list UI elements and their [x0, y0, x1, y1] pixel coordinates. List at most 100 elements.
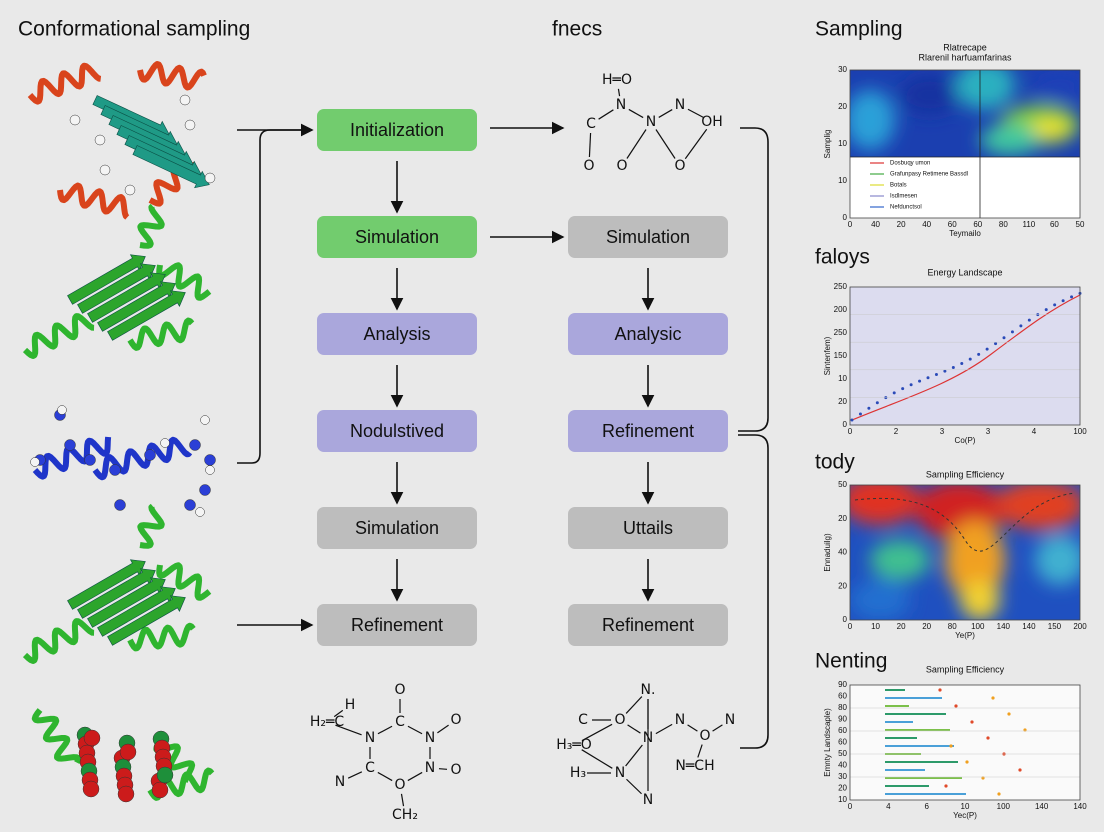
bond: [684, 128, 708, 160]
panel-heading: Nenting: [815, 650, 887, 673]
x-tick-label: 3: [986, 427, 991, 436]
middle-title: fnecs: [552, 18, 602, 41]
bond: [407, 725, 423, 735]
x-tick-label: 3: [940, 427, 945, 436]
atom-label: OH: [701, 114, 723, 130]
atom-ball: [124, 184, 136, 196]
atom-ball: [94, 134, 106, 146]
atom-label: C: [395, 714, 405, 730]
atom-label: N: [643, 792, 653, 808]
x-tick-label: 100: [971, 622, 985, 631]
bond: [655, 129, 676, 159]
sheet: [87, 272, 166, 323]
trend-dot: [892, 391, 896, 395]
atom-label: N: [425, 730, 435, 746]
dot: [997, 792, 1001, 796]
flow-label: Simulation: [355, 227, 439, 247]
heatmap: [850, 485, 1080, 620]
heat-blob: [955, 70, 1015, 110]
x-tick-label: 40: [922, 220, 931, 229]
y-tick-label: 20: [838, 102, 847, 111]
x-tick-label: 80: [999, 220, 1008, 229]
trend-dot: [1002, 336, 1006, 340]
y-tick-label: 250: [834, 282, 848, 291]
flow-box: [568, 604, 728, 646]
atom-label: CH₂: [392, 807, 418, 823]
heat-blob: [960, 580, 1000, 620]
dot: [965, 760, 969, 764]
panel-heading: tody: [815, 451, 855, 474]
trend-dot: [926, 376, 930, 380]
trend-dot: [1070, 295, 1074, 299]
bond: [655, 723, 673, 735]
atom-ball: [160, 438, 170, 448]
y-tick-label: 0: [843, 615, 848, 624]
atom-ball: [204, 454, 216, 466]
atom-label: N.: [641, 682, 656, 698]
atom-label: O: [699, 728, 710, 744]
bond: [335, 724, 362, 736]
sheet: [97, 586, 176, 637]
atom-label: N: [335, 774, 345, 790]
atom-ball: [189, 439, 201, 451]
trend-dot: [867, 406, 871, 410]
atom-label: N═CH: [675, 758, 714, 774]
bond: [400, 793, 405, 807]
y-tick-label: 10: [838, 374, 847, 383]
sheet: [107, 290, 186, 341]
x-tick-label: 140: [1035, 802, 1049, 811]
atom-ball: [114, 499, 126, 511]
x-tick-label: 10: [961, 802, 970, 811]
heat-blob: [900, 75, 960, 115]
flow-box: [568, 410, 728, 452]
atom-label: H₃: [570, 765, 586, 781]
atom-ball: [99, 164, 111, 176]
x-tick-label: 200: [1073, 622, 1087, 631]
flow-label: Refinement: [602, 615, 694, 635]
x-tick-label: 0: [848, 220, 853, 229]
legend-label: Grafunpasy Retimene Bassdl: [890, 172, 968, 178]
heat-blob: [1030, 118, 1070, 138]
y-tick-label: 80: [838, 703, 847, 712]
left-title: Conformational sampling: [18, 18, 250, 41]
bond: [625, 744, 643, 767]
atom-label: H₂═C: [310, 714, 345, 730]
atom-label: N: [643, 730, 653, 746]
x-tick-label: 100: [997, 802, 1011, 811]
y-tick-label: 150: [834, 351, 848, 360]
atom-label: C: [586, 116, 596, 132]
flow-label: Simulation: [606, 227, 690, 247]
atom-label: O: [614, 712, 625, 728]
trend-dot: [977, 352, 981, 356]
atom-label: O: [450, 762, 461, 778]
trend-dot: [850, 418, 854, 422]
bracket: [738, 434, 769, 749]
atom-label: C: [365, 760, 375, 776]
atom-ball: [109, 464, 121, 476]
atom-ball: [57, 405, 67, 415]
atom-ball: [30, 457, 40, 467]
x-tick-label: 60: [973, 220, 982, 229]
trend-dot: [968, 357, 972, 361]
trend-dot: [1053, 303, 1057, 307]
sheet: [67, 254, 146, 305]
heat-blob: [1030, 70, 1080, 100]
x-tick-label: 150: [1048, 622, 1062, 631]
atom-ball: [117, 785, 135, 803]
heat-blob: [1035, 535, 1080, 585]
plot-frame: [849, 69, 1081, 219]
atom-ball: [69, 114, 81, 126]
flow-box: [317, 507, 477, 549]
x-tick-label: 110: [1023, 220, 1036, 229]
x-tick-label: 6: [924, 802, 929, 811]
legend-label: Dosbuqy umon: [890, 161, 930, 167]
bond: [627, 724, 641, 734]
x-tick-label: 20: [922, 622, 931, 631]
flow-box: [317, 313, 477, 355]
plot-frame: [849, 286, 1081, 426]
x-tick-label: 10: [871, 622, 880, 631]
x-axis-label: Ye(P): [955, 631, 975, 640]
y-tick-label: 0: [843, 213, 848, 222]
plot-bg: [850, 685, 1080, 800]
